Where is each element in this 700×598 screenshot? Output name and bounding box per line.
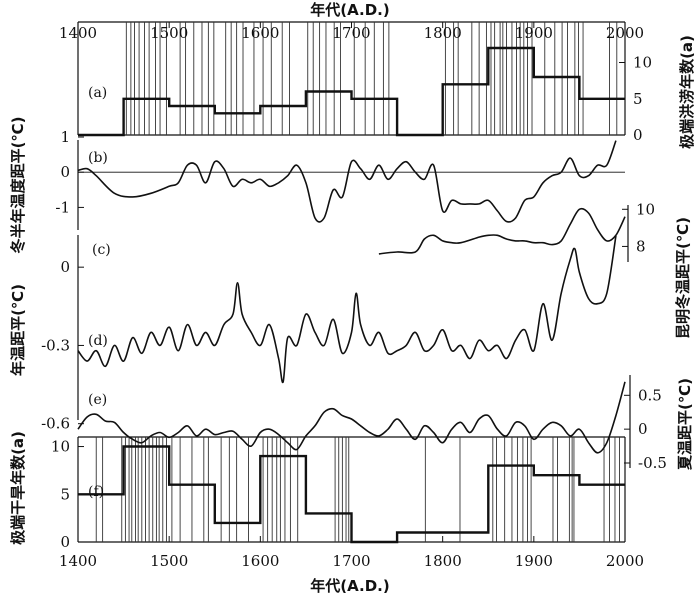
y-tick-label-d: -0.6 <box>41 415 70 433</box>
y-tick-label-f: 0 <box>60 533 70 551</box>
y-axis-title-b: 冬半年温度距平(℃) <box>9 117 27 254</box>
top-x-tick-label: 1400 <box>59 24 97 42</box>
panel-label-f: (f) <box>88 484 104 500</box>
top-x-tick-label: 1700 <box>332 24 370 42</box>
y-axis-title-c: 昆明冬温距平(℃) <box>674 217 692 339</box>
top-x-tick-label: 2000 <box>606 24 644 42</box>
bottom-x-tick-label: 1500 <box>150 552 188 570</box>
panel-label-c: (c) <box>92 242 111 258</box>
series-line-d <box>77 235 617 384</box>
bottom-x-tick-label: 1800 <box>424 552 462 570</box>
bottom-x-tick-label: 1700 <box>332 552 370 570</box>
series-line-c <box>378 207 626 255</box>
series-lines <box>77 46 626 544</box>
y-tick-label-a: 5 <box>633 90 643 108</box>
series-line-b <box>77 140 617 223</box>
y-tick-label-d: -0.3 <box>41 336 70 354</box>
panel-label-a: (a) <box>88 85 107 101</box>
top-x-tick-label: 1500 <box>150 24 188 42</box>
top-x-tick-label: 1900 <box>515 24 553 42</box>
y-axis-title-a: 极端洪涝年数(a) <box>678 35 696 149</box>
y-axis-title-d: 年温距平(℃) <box>9 284 27 376</box>
y-tick-label-e: 0 <box>638 420 648 438</box>
top-x-axis-label: 年代(A.D.) <box>310 1 389 19</box>
top-x-tick-label: 1800 <box>424 24 462 42</box>
panel-label-e: (e) <box>88 392 107 408</box>
bottom-x-tick-label: 1600 <box>241 552 279 570</box>
top-x-tick-label: 1600 <box>241 24 279 42</box>
y-tick-label-d: 0 <box>60 258 70 276</box>
y-tick-label-b: 1 <box>60 128 70 146</box>
series-line-e <box>77 381 626 454</box>
y-axis-title-f: 极端干旱年数(a) <box>9 431 27 545</box>
y-tick-label-c: 8 <box>636 237 646 255</box>
bottom-x-tick-label: 1400 <box>59 552 97 570</box>
event-lines <box>95 22 620 542</box>
y-tick-label-a: 10 <box>633 54 652 72</box>
y-tick-label-f: 5 <box>60 485 70 503</box>
step-series-f <box>78 445 625 544</box>
bottom-x-tick-label: 1900 <box>515 552 553 570</box>
y-tick-label-c: 10 <box>636 200 655 218</box>
step-series-a <box>78 46 625 137</box>
panel-label-b: (b) <box>88 150 108 166</box>
bottom-x-tick-label: 2000 <box>606 552 644 570</box>
panel-label-d: (d) <box>88 333 108 349</box>
y-tick-label-e: -0.5 <box>638 454 667 472</box>
y-tick-label-f: 10 <box>51 438 70 456</box>
y-tick-label-b: -1 <box>55 198 70 216</box>
y-tick-label-a: 0 <box>633 126 643 144</box>
y-tick-label-b: 0 <box>60 163 70 181</box>
y-axis-title-e: 夏温距平(℃) <box>676 378 694 471</box>
y-tick-label-e: 0.5 <box>638 386 662 404</box>
bottom-x-axis-label: 年代(A.D.) <box>310 577 389 595</box>
